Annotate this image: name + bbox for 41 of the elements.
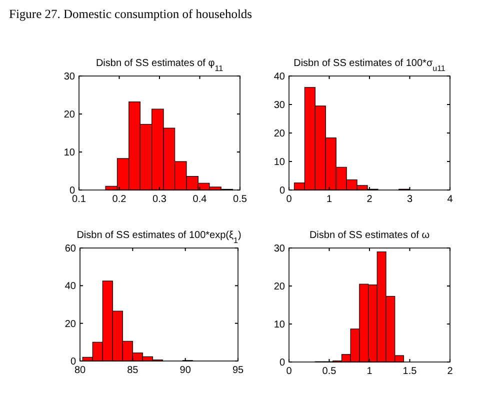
x-tick-label: 90 [180,365,192,376]
x-tick-label: 0 [286,366,292,377]
y-tick-label: 0 [70,356,76,368]
x-tick-label: 0.5 [322,366,337,377]
y-tick-label: 40 [274,72,286,82]
chart-title: Disbn of SS estimates of 100*σ$_{u11}$ [294,58,446,72]
x-tick-label: 0.5 [233,194,248,205]
y-tick-label: 20 [274,128,286,140]
y-tick-label: 10 [274,157,286,168]
x-tick-label: 2 [366,194,373,205]
y-tick-label: 10 [64,148,76,158]
x-tick-label: 1.5 [402,366,418,377]
y-tick-label: 30 [64,72,76,82]
x-tick-label: 0.4 [192,194,208,205]
y-tick-label: 20 [274,282,286,292]
x-tick-label: 85 [127,365,139,376]
y-tick-label: 60 [64,244,76,254]
y-tick-label: 0 [69,186,76,196]
chart-title: Disbn of SS estimates of ω [309,230,430,241]
x-tick-label: 0.1 [72,194,86,205]
x-tick-label: 4 [447,194,454,205]
y-tick-label: 10 [274,320,286,330]
y-tick-label: 0 [279,186,286,196]
x-tick-label: 0.2 [112,194,127,205]
y-tick-label: 20 [64,318,76,330]
x-tick-label: 95 [232,365,244,376]
x-tick-label: 2 [447,366,454,377]
y-tick-label: 20 [64,110,76,120]
x-tick-label: 1 [326,194,332,205]
x-tick-label: 0.3 [152,194,167,205]
chart-title: Disbn of SS estimates of 100*exp(ξ$_{1}$) [76,230,242,244]
x-tick-label: 1 [366,366,373,377]
y-tick-label: 30 [274,244,286,254]
chart-title: Disbn of SS estimates of φ$_{11}$ [96,58,224,72]
x-tick-label: 80 [74,365,86,376]
x-tick-label: 3 [406,194,413,205]
caption: Figure 27. Domestic consumption of households [9,7,252,21]
y-tick-label: 30 [274,100,286,111]
y-tick-label: 0 [279,358,286,368]
y-tick-label: 40 [64,281,76,292]
x-tick-label: 0 [286,194,292,205]
